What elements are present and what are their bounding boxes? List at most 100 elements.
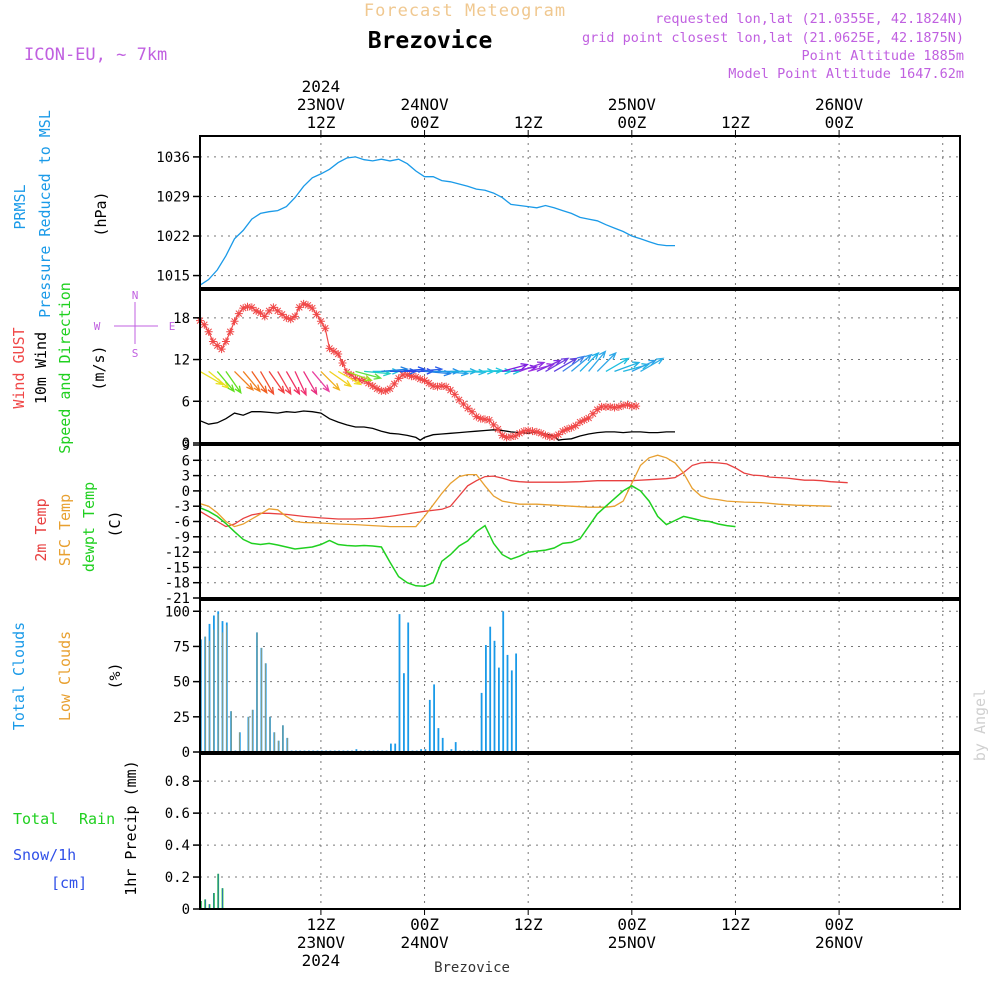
model-altitude: Model Point Altitude 1647.62m	[728, 66, 964, 82]
forecast-title: Forecast Meteogram	[364, 1, 566, 21]
wind-gust-marker	[580, 416, 589, 425]
total-cloud-bar	[420, 749, 422, 752]
precip-snow-bar	[217, 873, 219, 909]
low-cloud-bar	[230, 711, 232, 752]
low-cloud-bar	[274, 732, 275, 752]
total-cloud-bar	[506, 654, 509, 752]
wind-gust-marker	[234, 309, 243, 318]
prmsl-line	[199, 156, 675, 286]
pressure-label-prmsl: PRMSL	[11, 184, 29, 229]
wind-gust-marker	[312, 310, 321, 319]
compass-icon: N W E S	[94, 289, 176, 360]
wind-gust-marker	[347, 370, 356, 379]
low-cloud-bar	[248, 716, 249, 752]
bottom-time-label: 26NOV	[815, 933, 864, 952]
wind-gust-marker	[424, 379, 433, 388]
wind-arrow	[355, 370, 383, 380]
wind-gust-marker	[455, 395, 464, 404]
wind-gust-marker	[489, 420, 498, 429]
wind-gust-marker	[200, 320, 209, 329]
wind-gust-marker	[515, 429, 524, 438]
wind-arrow	[510, 364, 539, 373]
cloud-labels: Total Clouds Low Clouds (%)	[10, 622, 124, 730]
wind-gust-marker	[545, 432, 554, 441]
wind-arrow	[311, 370, 331, 393]
wind-gust-marker	[481, 415, 489, 424]
wind-arrow	[588, 350, 607, 372]
wind-gust-marker	[208, 337, 217, 346]
wind-gust-marker	[256, 308, 265, 317]
bottom-time-label: 00Z	[617, 915, 646, 934]
wind-gust-marker	[273, 306, 282, 315]
wind-gust-marker	[351, 374, 360, 383]
wind-gust-marker	[269, 303, 278, 312]
wind-gust-marker	[364, 379, 373, 388]
wind-gust-marker	[493, 425, 502, 434]
wind-label-10m: 10m Wind	[32, 332, 50, 404]
wind-gust-marker	[567, 423, 576, 432]
top-time-label: 12Z	[306, 113, 335, 132]
total-cloud-bar	[428, 699, 431, 752]
wind-gust-marker	[614, 402, 623, 411]
wind-gust-marker	[239, 304, 248, 313]
wind-gust-marker	[368, 381, 377, 390]
wind-gust-marker	[502, 433, 511, 442]
wind-gust-marker	[597, 402, 606, 411]
wind-arrow	[285, 371, 301, 396]
wind-gust-marker	[377, 386, 386, 395]
low-cloud-bar	[209, 640, 210, 752]
wind-gust-marker	[303, 301, 312, 310]
low-cloud-bar	[222, 632, 223, 752]
clouds-frame	[199, 599, 961, 753]
wind-gust-marker	[295, 303, 304, 312]
wind-gust-marker	[398, 370, 407, 379]
wind-gust-marker	[420, 376, 429, 385]
wind-gust-marker	[541, 431, 550, 440]
low-cloud-bar	[278, 740, 279, 752]
wind-arrow	[346, 370, 373, 382]
total-cloud-bar	[515, 653, 517, 752]
wind-arrow	[294, 371, 307, 397]
wind-gust-marker	[381, 386, 390, 395]
wind-gust-marker	[446, 386, 455, 395]
wind-arrow	[614, 361, 641, 373]
wind-arrow	[640, 357, 665, 372]
wind-tick-label: 12	[173, 353, 190, 369]
temp-tick-label: 9	[182, 438, 190, 454]
wind-gust-marker	[593, 405, 602, 414]
low-cloud-bar	[205, 636, 206, 752]
wind-gust-marker	[403, 370, 412, 379]
wind-gust-marker	[601, 402, 610, 411]
compass-w: W	[94, 320, 101, 333]
low-cloud-bar	[213, 629, 215, 752]
wind-arrow	[553, 357, 579, 372]
total-cloud-bar	[489, 626, 492, 752]
bottom-time-label: 00Z	[410, 915, 439, 934]
total-cloud-bar	[403, 673, 405, 752]
wind-gust-marker	[619, 401, 628, 410]
wind-gust-marker	[485, 416, 494, 425]
top-time-label: 12Z	[721, 113, 750, 132]
low-cloud-bar	[239, 732, 240, 752]
wind-speed-line	[199, 410, 675, 441]
wind-arrow	[519, 361, 546, 373]
top-time-label: 00Z	[617, 113, 646, 132]
top-time-label: 00Z	[825, 113, 854, 132]
wind-gust-marker	[623, 400, 632, 409]
bottom-time-label: 12Z	[306, 915, 335, 934]
wind-arrow	[329, 370, 353, 388]
wind-gust-marker	[226, 327, 235, 336]
temp-dewpt-line	[199, 484, 736, 588]
temp-sfc-line	[199, 454, 831, 528]
wind-gust-marker	[334, 349, 343, 358]
total-cloud-bar	[398, 614, 401, 752]
precip-tick-label: 0.8	[165, 774, 190, 790]
wind-arrow	[277, 371, 292, 396]
wind-gust-marker	[260, 312, 269, 321]
wind-arrow	[216, 370, 236, 393]
wind-gust-marker	[558, 427, 567, 436]
wind-gust-marker	[554, 430, 563, 439]
clouds-tick-label: 100	[165, 604, 190, 620]
wind-label-gust: Wind GUST	[10, 327, 28, 408]
